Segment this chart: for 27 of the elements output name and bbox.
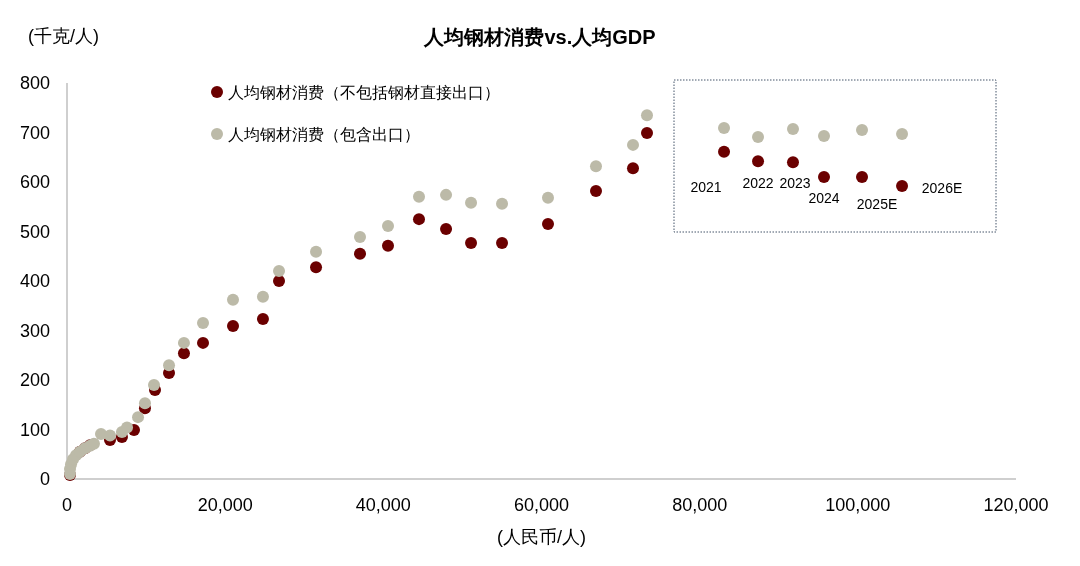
- y-tick-label: 800: [19, 73, 50, 93]
- x-tick-label: 100,000: [825, 495, 891, 515]
- y-tick-label: 300: [19, 320, 50, 341]
- annotation: 2021: [690, 178, 722, 195]
- y-tick-label: 0: [39, 469, 50, 489]
- y-tick-label: 200: [19, 370, 50, 390]
- annotation: 2025E: [856, 196, 898, 213]
- x-tick-label: 80,000: [672, 495, 728, 515]
- chart-title: 人均钢材消费vs.人均GDP: [423, 26, 656, 48]
- legend-label: 人均钢材消费（包含出口）: [228, 126, 420, 143]
- y-tick-label: 100: [19, 419, 50, 440]
- x-tick-label: 20,000: [197, 495, 253, 515]
- y-axis-title: (千克/人): [28, 26, 99, 46]
- y-tick-label: 700: [19, 122, 50, 143]
- x-tick-label: 120,000: [983, 495, 1049, 515]
- y-tick-label: 600: [19, 172, 50, 192]
- legend-label: 人均钢材消费（不包括钢材直接出口）: [228, 84, 500, 101]
- y-tick-label: 400: [19, 271, 50, 291]
- annotation: 2023: [779, 175, 811, 192]
- x-tick-label: 40,000: [355, 495, 411, 515]
- y-tick-label: 500: [19, 221, 50, 242]
- x-tick-label: 60,000: [513, 495, 570, 515]
- x-axis-title: (人民币/人): [497, 527, 586, 547]
- annotation: 2022: [742, 175, 774, 192]
- annotation: 2024: [808, 190, 840, 207]
- annotation: 2026E: [921, 179, 963, 196]
- x-tick-label: 0: [61, 495, 73, 515]
